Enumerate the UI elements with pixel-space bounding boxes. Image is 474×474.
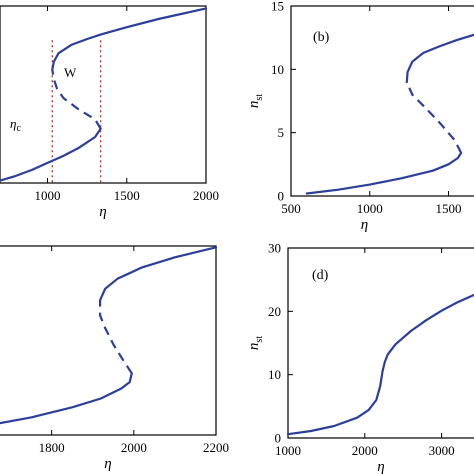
series-solid-branch xyxy=(286,293,474,436)
series-solid-branch xyxy=(51,7,208,71)
y-tick-label: 5 xyxy=(278,125,285,140)
x-tick-label: 2000 xyxy=(352,443,378,458)
panel-c: 1800 2000 2200 η) xyxy=(0,245,229,472)
x-tick-label: 2000 xyxy=(193,188,219,203)
series-solid-branch xyxy=(305,151,463,195)
x-tick-label: 1500 xyxy=(436,201,462,216)
x-axis-label: η xyxy=(361,217,368,233)
panel-label: (b) xyxy=(313,30,330,45)
x-tick-label: 1000 xyxy=(35,188,61,203)
series-solid-branch xyxy=(405,33,474,84)
series-solid-branch xyxy=(0,372,133,425)
x-tick-label: 1500 xyxy=(114,188,140,203)
x-axis-label: η xyxy=(377,459,384,474)
y-tick-label: 30 xyxy=(268,241,281,256)
annotation-eta-c: ηc xyxy=(10,116,21,134)
panel-label: (d) xyxy=(312,268,329,283)
x-tick-label: 2200 xyxy=(203,440,229,455)
axes-frame xyxy=(0,245,217,436)
x-axis-label: η xyxy=(104,456,111,472)
y-tick-label: 15 xyxy=(271,0,284,14)
axes-frame xyxy=(0,5,207,184)
x-tick-label: 1000 xyxy=(357,201,383,216)
x-tick-label: 1000 xyxy=(275,443,301,458)
series-solid-branch xyxy=(0,127,102,182)
y-tick-label: 20 xyxy=(268,304,281,319)
x-tick-label: 500 xyxy=(281,201,301,216)
x-axis-label: η xyxy=(99,204,106,220)
y-tick-label: 10 xyxy=(271,62,284,77)
y-tick-label: 0 xyxy=(275,431,282,446)
series-dashed-branch xyxy=(99,300,133,374)
series-solid-branch xyxy=(99,246,218,302)
y-tick-label: 10 xyxy=(268,367,281,382)
axes-frame xyxy=(287,247,474,439)
panel-label: ) xyxy=(0,265,1,280)
series-dashed-branch xyxy=(51,69,102,130)
series-dashed-branch xyxy=(405,81,463,154)
x-tick-label: 1800 xyxy=(39,440,65,455)
panel-b: 500 1000 1500 0 5 10 15 η nst (b) xyxy=(246,0,474,233)
panel-a: 1000 1500 2000 η Wηc xyxy=(0,5,219,220)
y-tick-label: 0 xyxy=(278,189,285,204)
x-tick-label: 3000 xyxy=(429,443,455,458)
y-axis-label: nst xyxy=(246,336,265,350)
x-tick-label: 2000 xyxy=(121,440,147,455)
panel-d: 1000 2000 3000 0 10 20 30 η nst (d) xyxy=(246,241,474,474)
annotation-w: W xyxy=(64,65,77,80)
axes-frame xyxy=(290,5,474,197)
y-axis-label: nst xyxy=(246,94,265,108)
